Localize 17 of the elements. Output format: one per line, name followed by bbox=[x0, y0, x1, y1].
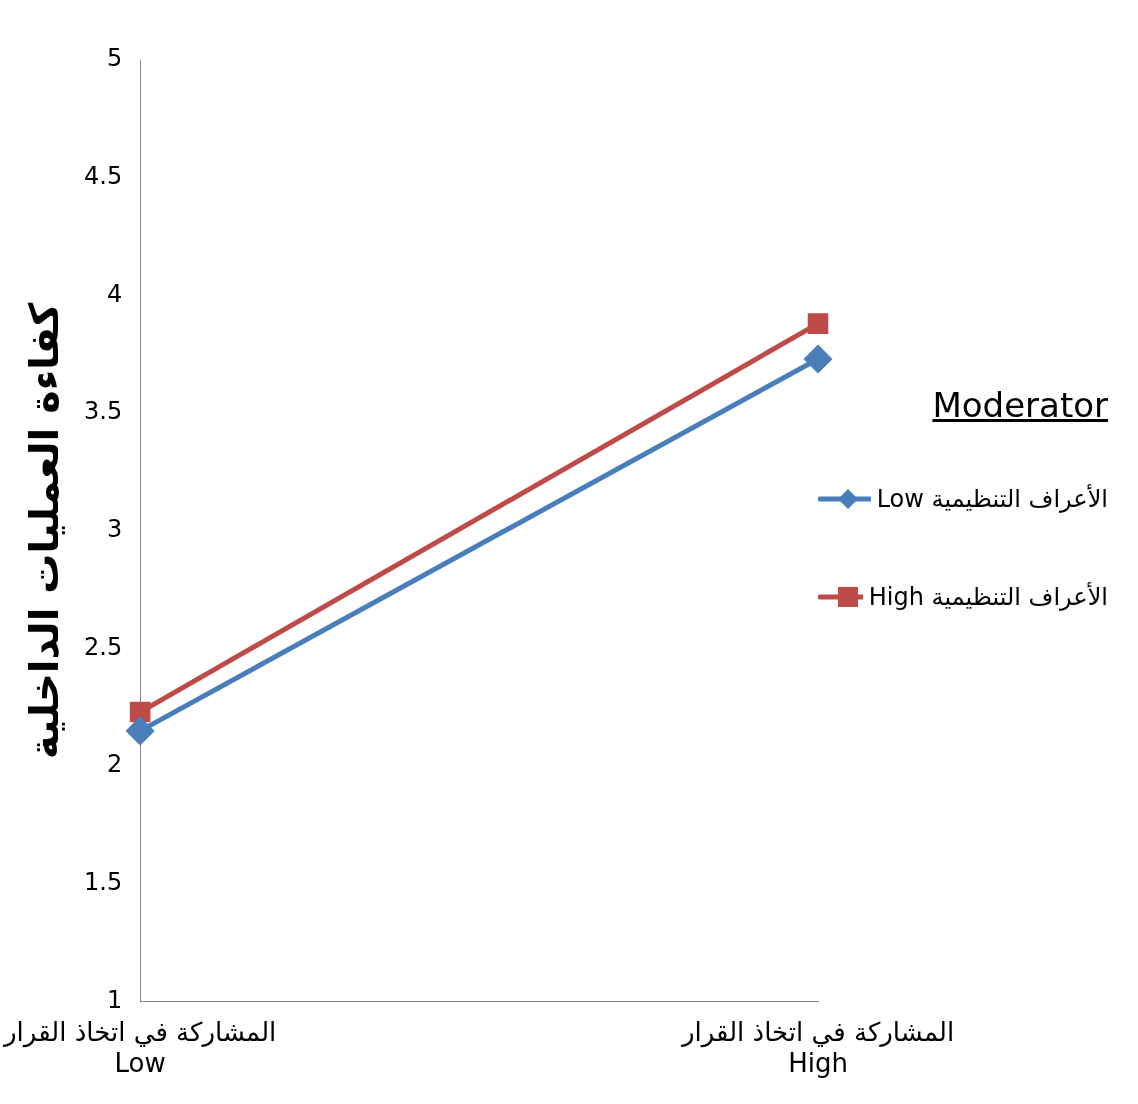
legend-label: الأعراف التنظيمية Low bbox=[876, 485, 1108, 513]
y-tick-label: 2.5 bbox=[84, 632, 123, 661]
y-tick-label: 2 bbox=[106, 750, 123, 779]
y-tick-label: 3.5 bbox=[84, 397, 123, 426]
legend-label: الأعراف التنظيمية High bbox=[868, 583, 1108, 611]
point bbox=[126, 717, 154, 745]
y-tick-label: 4.5 bbox=[84, 161, 123, 190]
y-tick-label: 3 bbox=[106, 515, 123, 544]
point bbox=[129, 701, 151, 723]
y-tick-label: 4 bbox=[106, 279, 123, 308]
legend-title: Moderator bbox=[931, 385, 1108, 425]
y-axis-title: كفاءة العمليات الداخلية bbox=[21, 301, 68, 759]
point bbox=[804, 345, 832, 373]
y-tick-label: 1.5 bbox=[84, 868, 123, 897]
point bbox=[807, 313, 829, 334]
y-tick-label: 5 bbox=[106, 44, 123, 73]
y-tick-label: 1 bbox=[106, 985, 123, 1014]
